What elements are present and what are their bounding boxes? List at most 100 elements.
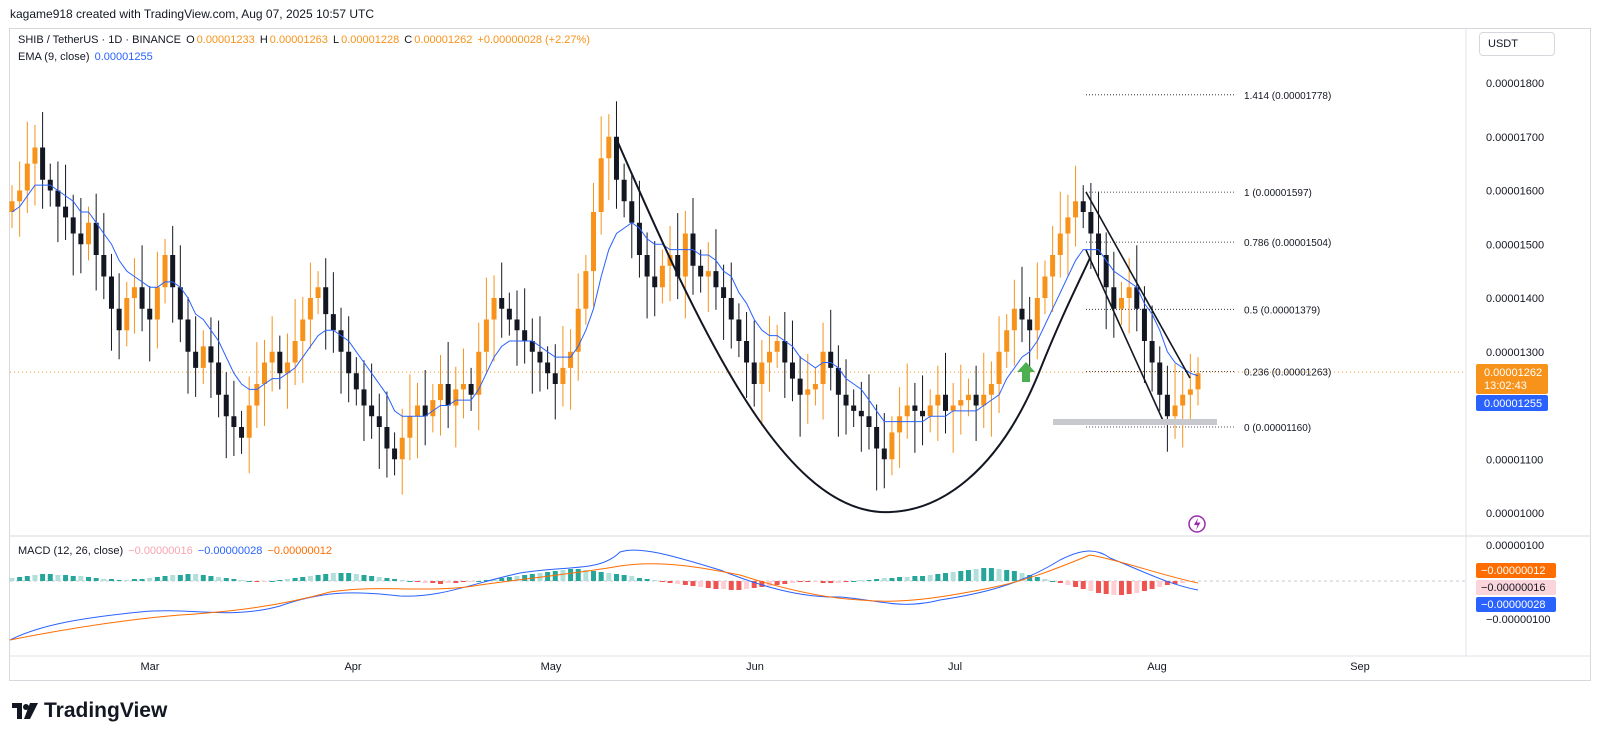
macd-bar — [24, 576, 30, 581]
candle-body — [698, 265, 704, 277]
candle-body — [636, 222, 642, 255]
macd-bar — [124, 580, 130, 581]
macd-bar — [927, 575, 933, 581]
wedge-lower-line[interactable] — [1085, 249, 1166, 426]
macd-bar — [820, 581, 826, 583]
ema-line[interactable] — [11, 184, 1199, 423]
candle-body — [430, 400, 436, 417]
currency-button[interactable]: USDT — [1479, 32, 1555, 56]
candle-body — [805, 389, 811, 395]
macd-bar — [751, 581, 757, 588]
candle-body — [575, 308, 581, 352]
candle-body — [744, 341, 750, 363]
macd-bar — [636, 578, 642, 581]
macd-bar — [269, 581, 275, 582]
candle-body — [1126, 287, 1132, 298]
price-axis[interactable]: 0.00001800 0.00001700 0.00001600 0.00001500… — [1486, 78, 1544, 520]
close-label: C — [404, 34, 413, 46]
candle-body — [728, 298, 734, 320]
macd-bar — [468, 581, 474, 582]
macd-bar — [774, 581, 780, 585]
candle-body — [491, 298, 497, 320]
macd-bar — [78, 576, 84, 581]
candle-body — [935, 394, 941, 406]
support-zone[interactable] — [1053, 419, 1217, 425]
macd-bar — [361, 575, 367, 581]
cup-curve-drawing[interactable] — [615, 137, 1091, 514]
candle-body — [483, 319, 489, 352]
wedge-upper-line[interactable] — [1085, 191, 1191, 379]
low-value: 0.00001228 — [341, 34, 400, 46]
change-value: +0.00000028 (+2.27%) — [477, 34, 590, 46]
macd-bar — [667, 581, 673, 583]
macd-bar — [1149, 581, 1155, 589]
candle-body — [284, 362, 290, 374]
ema-value: 0.00001255 — [94, 51, 153, 63]
candle-body — [866, 416, 872, 427]
candle-body — [1019, 308, 1025, 320]
candle-body — [552, 373, 558, 384]
candle-body — [476, 351, 482, 395]
candle-body — [522, 330, 528, 341]
candle-body — [1080, 201, 1086, 212]
candle-body — [1050, 255, 1056, 277]
macd-bar — [1134, 581, 1140, 593]
macd-bar — [659, 581, 665, 582]
candle-body — [981, 394, 987, 406]
candle-body — [606, 136, 612, 159]
time-tick-label: May — [541, 661, 562, 673]
macd-bar — [1034, 577, 1040, 581]
macd-bar — [920, 576, 926, 581]
candles[interactable] — [9, 101, 1201, 495]
candle-body — [24, 163, 30, 191]
macd-line-label — [1476, 597, 1556, 612]
macd-axis[interactable]: 0.00000100 −0.00000100 −0.00000012 −0.00… — [1476, 540, 1556, 626]
price-tick-label: 0.00001600 — [1486, 186, 1544, 198]
candle-body — [231, 416, 237, 427]
candle-body — [897, 416, 903, 433]
candle-body — [116, 308, 122, 331]
candle-body — [185, 319, 191, 352]
lightning-icon[interactable] — [1188, 515, 1206, 533]
symbol-name[interactable]: SHIB / TetherUS · 1D · BINANCE — [18, 34, 182, 46]
candle-body — [346, 351, 352, 374]
macd-bar — [866, 580, 872, 581]
candle-body — [988, 384, 994, 395]
signal-line[interactable] — [9, 554, 1199, 641]
macd-line[interactable] — [9, 549, 1199, 641]
tradingview-logo[interactable]: TradingView — [12, 699, 167, 723]
macd-hist-label — [1476, 580, 1556, 595]
candle-body — [162, 255, 168, 288]
symbol-legend: SHIB / TetherUS · 1D · BINANCE O 0.000012… — [18, 34, 592, 46]
candle-body — [262, 362, 268, 384]
candle-body — [177, 287, 183, 320]
candle-body — [529, 341, 535, 352]
macd-bar — [942, 573, 948, 581]
macd-bar — [858, 580, 864, 581]
macd-bar — [613, 574, 619, 581]
candle-body — [101, 255, 107, 277]
up-arrow-icon[interactable] — [1017, 362, 1035, 382]
macd-bar — [1180, 581, 1186, 583]
macd-bar — [1011, 571, 1017, 581]
candle-body — [759, 362, 765, 384]
chart-byline: kagame918 created with TradingView.com, … — [10, 7, 375, 21]
fibonacci-tool[interactable]: 1.414 (0.00001778) 1 (0.00001597) 0.786 (0… — [1086, 91, 1331, 434]
macd-bar — [759, 581, 765, 587]
candle-body — [591, 212, 597, 272]
time-axis[interactable]: Mar Apr May Jun Jul Aug Sep — [141, 661, 1370, 673]
candle-body — [1149, 341, 1155, 363]
macd-bar — [1050, 581, 1056, 582]
candle-body — [514, 319, 520, 331]
macd-label[interactable]: MACD (12, 26, close) — [18, 545, 124, 557]
candle-body — [376, 416, 382, 427]
macd-bar — [1096, 581, 1102, 593]
macd-bar — [713, 581, 719, 589]
macd-bar — [154, 577, 160, 581]
macd-signal-label — [1476, 563, 1556, 578]
ema-label[interactable]: EMA (9, close) — [18, 51, 90, 63]
candle-body — [1141, 308, 1147, 341]
macd-bar — [292, 578, 298, 581]
macd-bar — [644, 579, 650, 581]
